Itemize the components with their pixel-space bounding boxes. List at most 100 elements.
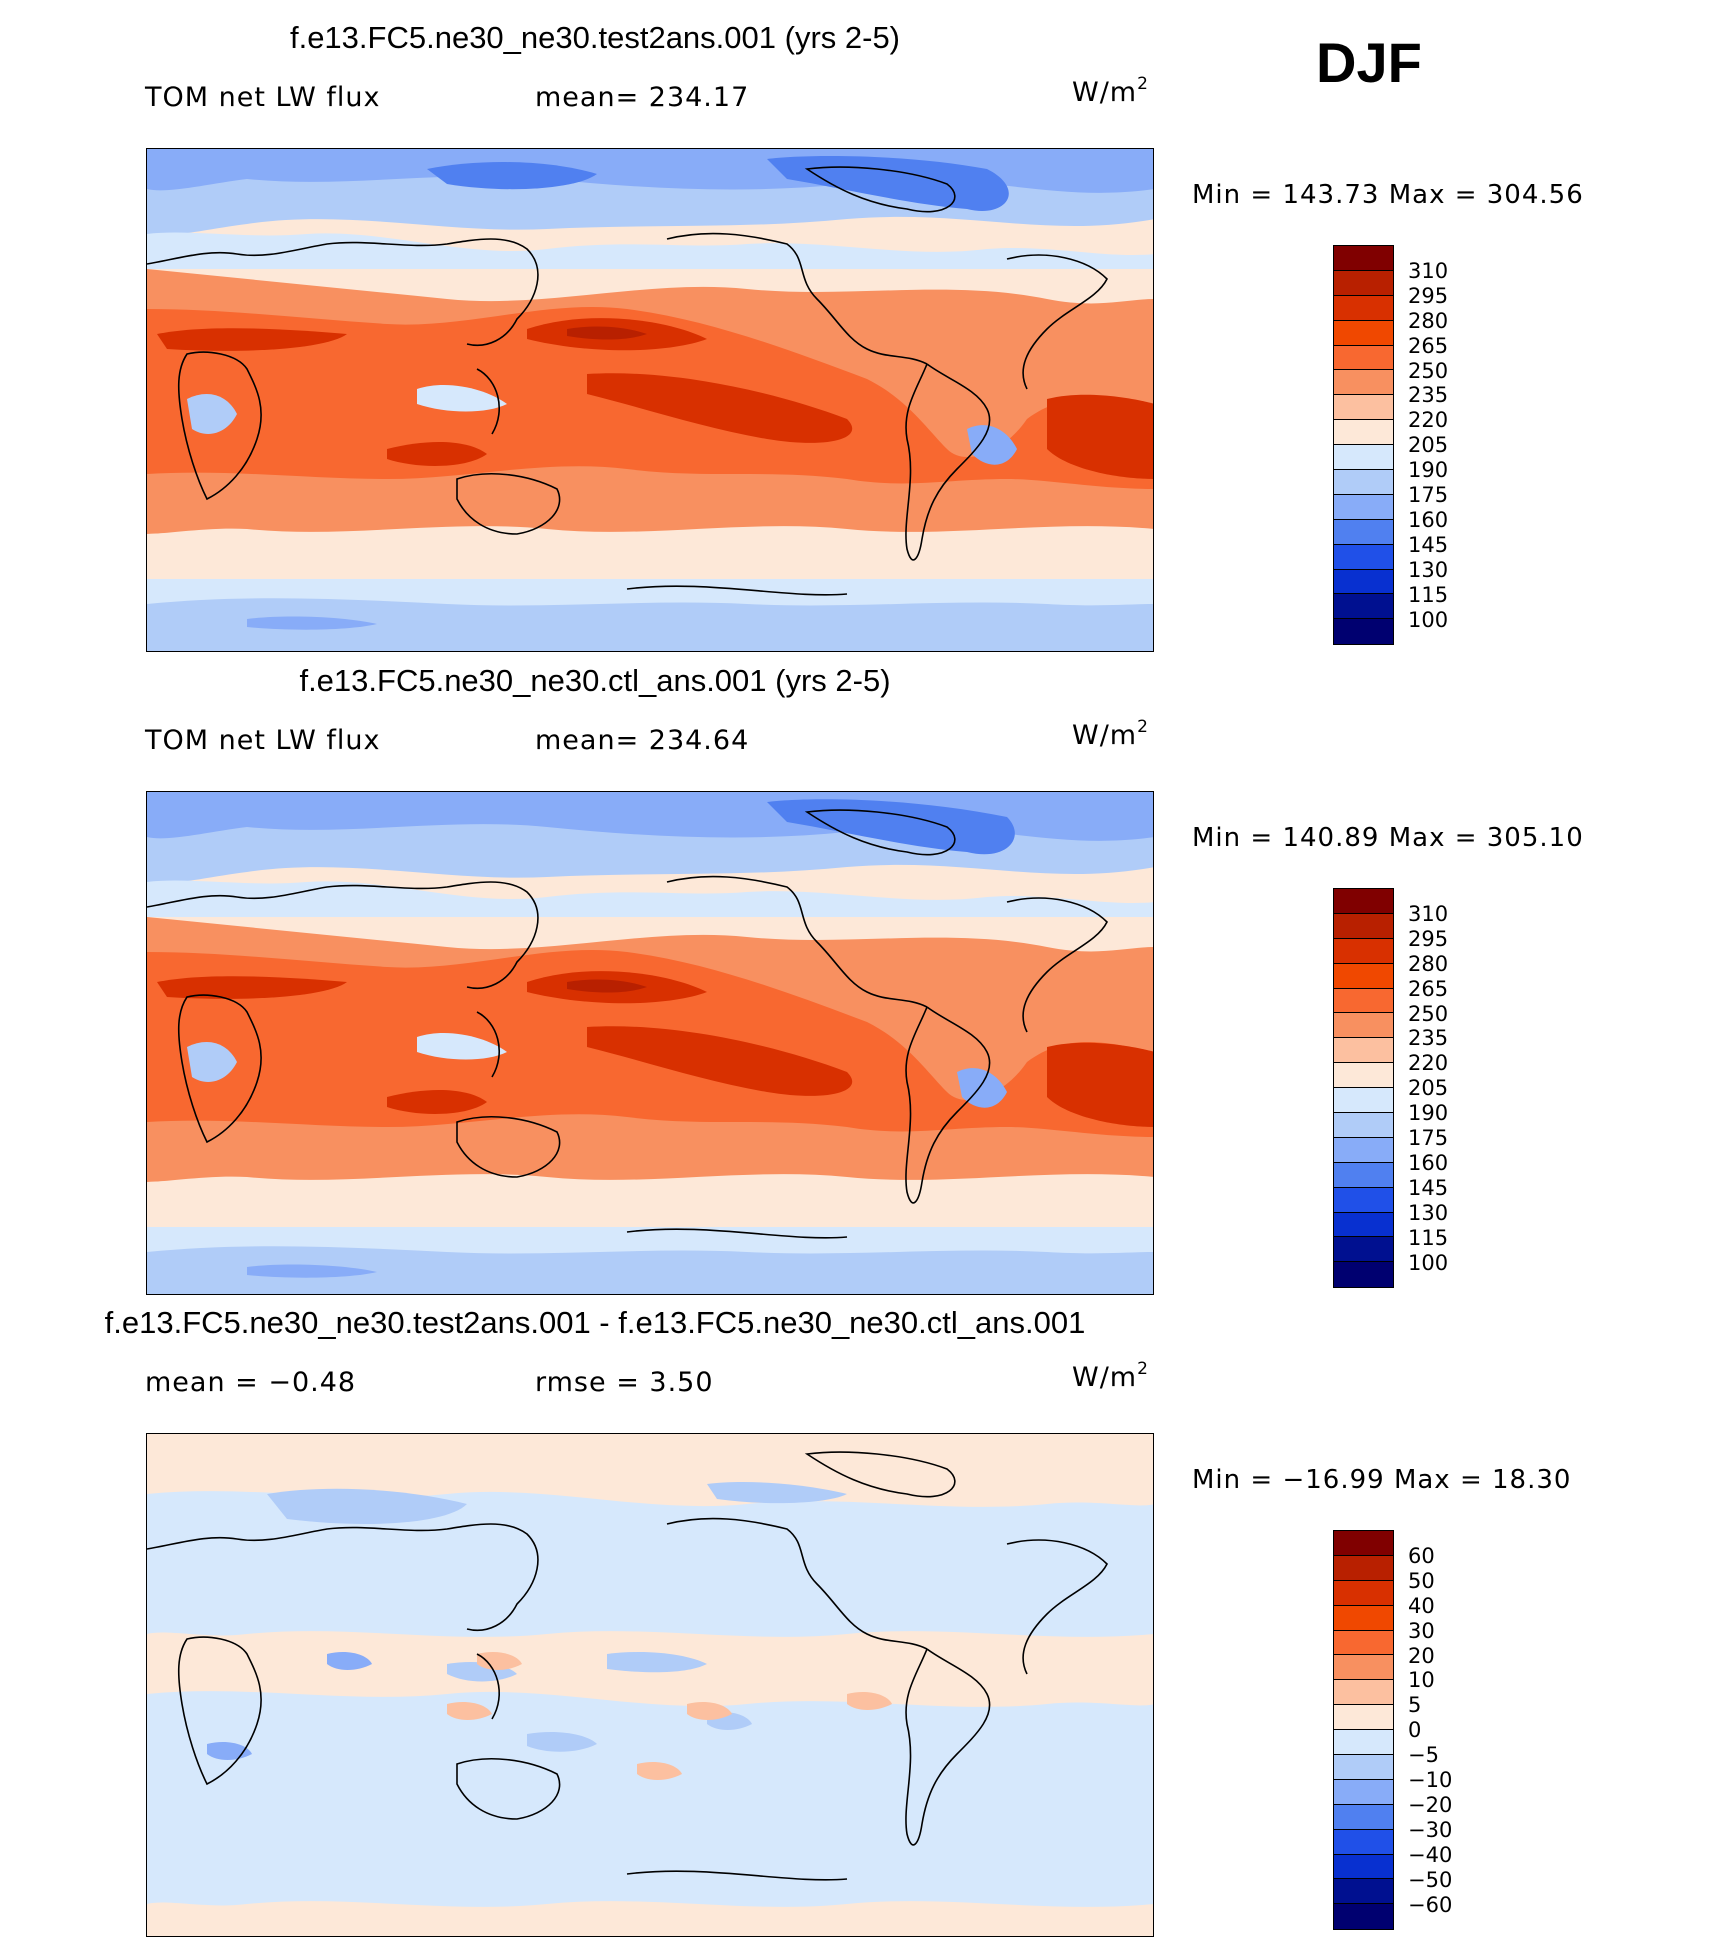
colorbar-swatch [1334, 1187, 1393, 1213]
colorbar-tick-label: 220 [1408, 408, 1449, 433]
colorbar-swatch [1334, 544, 1393, 570]
variable-label: TOM net LW flux [145, 82, 381, 113]
min-label: Min = 140.89 [1192, 823, 1380, 853]
colorbar-tick-label: −50 [1408, 1867, 1453, 1892]
colorbar-swatch [1334, 1013, 1393, 1039]
colorbar-swatch [1334, 1063, 1393, 1089]
colorbar-tick-label: 160 [1408, 507, 1449, 532]
minmax-label: Min = −16.99 Max = 18.30 [1192, 1465, 1571, 1495]
rmse-label: rmse = 3.50 [535, 1367, 714, 1398]
colorbar-swatch [1334, 1630, 1393, 1656]
colorbar-swatch [1334, 1804, 1393, 1830]
colorbar-tick-label: 40 [1408, 1593, 1435, 1618]
colorbar-swatch [1334, 1262, 1393, 1288]
colorbar-swatch [1334, 1755, 1393, 1780]
colorbar-swatch [1334, 420, 1393, 446]
colorbar-tick-label: 0 [1408, 1718, 1422, 1743]
colorbar-tick-label: 295 [1408, 283, 1449, 308]
colorbar-tick-label: −5 [1408, 1743, 1439, 1768]
colorbar-swatch [1334, 470, 1393, 495]
minmax-label: Min = 143.73 Max = 304.56 [1192, 180, 1584, 210]
colorbar-tick-label: 130 [1408, 557, 1449, 582]
colorbar-swatch [1334, 1212, 1393, 1238]
colorbar-swatch [1334, 619, 1393, 645]
colorbar-tick-label: 235 [1408, 383, 1449, 408]
units-label: W/m2 [1072, 717, 1149, 751]
units-label: W/m2 [1072, 74, 1149, 108]
colorbar-swatch [1334, 938, 1393, 964]
colorbar-swatch [1334, 1531, 1393, 1556]
panel-title: f.e13.FC5.ne30_ne30.ctl_ans.001 (yrs 2-5… [299, 663, 891, 698]
colorbar-swatch [1334, 1088, 1393, 1114]
max-label: Max = 18.30 [1393, 1465, 1572, 1495]
map-difference [146, 1433, 1154, 1937]
colorbar-swatch [1334, 270, 1393, 296]
mean-label: mean= 234.64 [535, 725, 750, 756]
colorbar-tick-label: 190 [1408, 458, 1449, 483]
colorbar-tick-label: 265 [1408, 976, 1449, 1001]
variable-label: TOM net LW flux [145, 725, 381, 756]
colorbar-swatch [1334, 246, 1393, 271]
colorbar-tick-label: 60 [1408, 1543, 1435, 1568]
panel-title: f.e13.FC5.ne30_ne30.test2ans.001 - f.e13… [104, 1305, 1086, 1340]
colorbar-tick-label: 160 [1408, 1150, 1449, 1175]
colorbar-swatch [1334, 395, 1393, 421]
colorbar-tick-label: −40 [1408, 1842, 1453, 1867]
colorbar-tick-label: 310 [1408, 258, 1449, 283]
colorbar-tick-label: 295 [1408, 926, 1449, 951]
colorbar-swatch [1334, 569, 1393, 595]
colorbar-tick-label: 145 [1408, 532, 1449, 557]
colorbar-tick-label: 250 [1408, 1001, 1449, 1026]
colorbar-tick-label: 175 [1408, 483, 1449, 507]
colorbar-swatch [1334, 1705, 1393, 1731]
colorbar [1333, 888, 1394, 1289]
max-label: Max = 304.56 [1388, 180, 1584, 210]
colorbar-swatch [1334, 370, 1393, 396]
minmax-label: Min = 140.89 Max = 305.10 [1192, 823, 1584, 853]
colorbar-tick-label: 50 [1408, 1568, 1435, 1593]
colorbar-swatch [1334, 1730, 1393, 1756]
colorbar-swatch [1334, 1904, 1393, 1930]
colorbar-tick-label: 115 [1408, 582, 1449, 607]
colorbar-tick-label: 175 [1408, 1126, 1449, 1150]
colorbar-swatch [1334, 295, 1393, 321]
panel-control: f.e13.FC5.ne30_ne30.ctl_ans.001 (yrs 2-5… [0, 663, 1710, 1303]
map-svg-test [147, 149, 1153, 651]
colorbar-swatch [1334, 345, 1393, 371]
colorbar-tick-label: 205 [1408, 1076, 1449, 1101]
colorbar-swatch [1334, 1580, 1393, 1606]
colorbar-swatch [1334, 1237, 1393, 1263]
colorbar-tick-label: −30 [1408, 1817, 1453, 1842]
colorbar-swatch [1334, 1113, 1393, 1138]
colorbar-tick-label: 280 [1408, 308, 1449, 333]
colorbar-tick-label: 5 [1408, 1693, 1422, 1718]
colorbar-swatch [1334, 1680, 1393, 1706]
colorbar-swatch [1334, 1779, 1393, 1805]
colorbar [1333, 245, 1394, 646]
colorbar-tick-label: 265 [1408, 333, 1449, 358]
season-label: DJF [1316, 31, 1422, 94]
colorbar-tick-label: −60 [1408, 1892, 1453, 1917]
colorbar-swatch [1334, 988, 1393, 1014]
colorbar-tick-label: −20 [1408, 1792, 1453, 1817]
panel-title: f.e13.FC5.ne30_ne30.test2ans.001 (yrs 2-… [289, 20, 901, 55]
colorbar-tick-label: 10 [1408, 1668, 1435, 1693]
colorbar-swatch [1334, 1137, 1393, 1163]
mean-label: mean= 234.17 [535, 82, 750, 113]
map-svg-difference [147, 1434, 1153, 1936]
min-label: Min = 143.73 [1192, 180, 1380, 210]
colorbar-tick-label: 220 [1408, 1051, 1449, 1076]
min-label: Min = −16.99 [1192, 1465, 1385, 1495]
colorbar [1333, 1530, 1394, 1931]
map-test [146, 148, 1154, 652]
colorbar-tick-label: 145 [1408, 1175, 1449, 1200]
colorbar-swatch [1334, 1162, 1393, 1188]
colorbar-swatch [1334, 889, 1393, 914]
colorbar-tick-label: 130 [1408, 1200, 1449, 1225]
map-control [146, 791, 1154, 1295]
colorbar-tick-label: 205 [1408, 433, 1449, 458]
mean-label: mean = −0.48 [145, 1367, 357, 1398]
colorbar-tick-label: 190 [1408, 1101, 1449, 1126]
colorbar-tick-label: 250 [1408, 358, 1449, 383]
colorbar-swatch [1334, 1854, 1393, 1880]
